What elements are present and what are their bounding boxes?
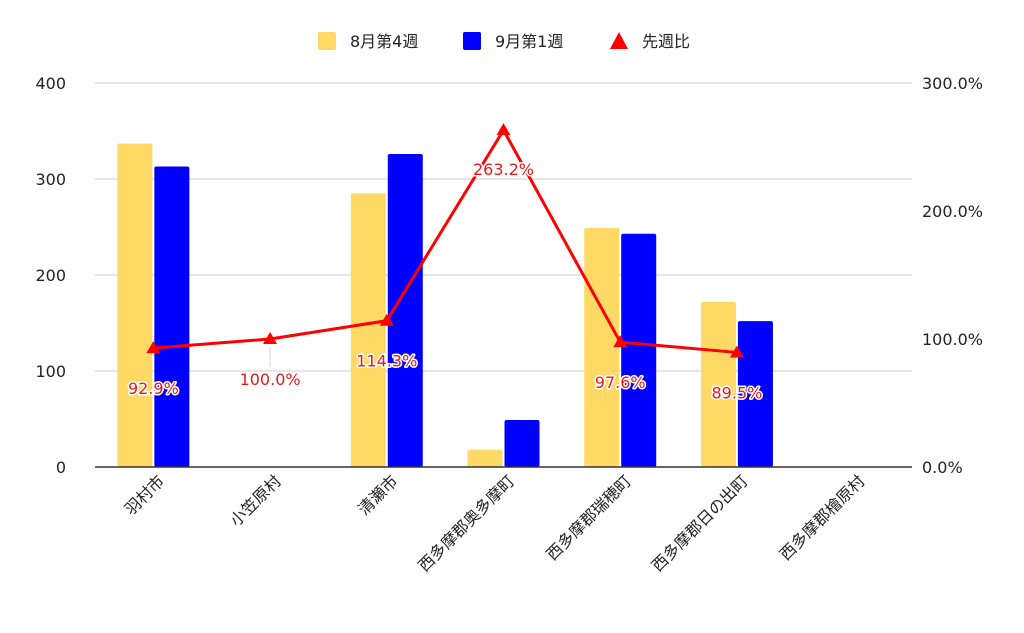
bar: [504, 419, 540, 467]
data-label: 97.6%: [595, 373, 646, 392]
triangle-marker: [379, 313, 394, 326]
y-left-tick-label: 300: [35, 170, 66, 189]
bar: [584, 227, 620, 467]
data-label: 92.9%: [128, 379, 179, 398]
bar: [154, 166, 190, 467]
bar: [350, 193, 386, 467]
bar: [700, 301, 736, 467]
data-label: 114.3%: [356, 352, 417, 371]
legend-label: 先週比: [642, 32, 690, 51]
triangle-marker: [263, 332, 278, 344]
data-label: 100.0%: [240, 370, 301, 389]
bar: [621, 233, 657, 467]
gridlines: [95, 82, 912, 372]
legend-swatch: [610, 32, 628, 49]
category-label: 西多摩郡奥多摩町: [414, 471, 518, 575]
legend: 8月第4週 9月第1週 先週比: [318, 32, 690, 51]
y-right-tick-label: 300.0%: [922, 74, 983, 93]
legend-swatch: [463, 32, 481, 50]
triangle-marker: [146, 341, 161, 354]
y-left-tick-label: 200: [35, 266, 66, 285]
ratio-line-series: [146, 123, 744, 358]
category-label: 小笠原村: [226, 471, 285, 530]
triangle-marker: [613, 335, 628, 348]
bar-series: [117, 143, 773, 468]
y-left-tick-label: 0: [56, 458, 66, 477]
legend-label: 8月第4週: [350, 32, 418, 51]
bar: [117, 143, 153, 468]
legend-swatch: [318, 32, 336, 50]
y-left-tick-label: 400: [35, 74, 66, 93]
category-label: 羽村市: [121, 471, 168, 518]
category-label: 西多摩郡檜原村: [776, 471, 869, 564]
bar: [387, 154, 423, 468]
data-label: 263.2%: [473, 160, 534, 179]
bar: [737, 321, 773, 467]
data-label: 89.5%: [712, 383, 763, 402]
triangle-marker: [496, 123, 511, 136]
category-label: 西多摩郡瑞穂町: [542, 471, 635, 564]
triangle-marker: [729, 345, 744, 358]
y-right-tick-label: 200.0%: [922, 202, 983, 221]
y-right-tick-label: 0.0%: [922, 458, 963, 477]
legend-label: 9月第1週: [495, 32, 563, 51]
category-label: 清瀬市: [354, 471, 401, 518]
bar: [467, 449, 503, 467]
data-labels: 92.9% 100.0% 114.3% 263.2% 97.6% 89.5%: [126, 159, 763, 404]
y-right-tick-label: 100.0%: [922, 330, 983, 349]
y-left-tick-label: 100: [35, 362, 66, 381]
category-label: 西多摩郡日の出町: [648, 471, 752, 575]
ratio-line: [153, 128, 738, 354]
